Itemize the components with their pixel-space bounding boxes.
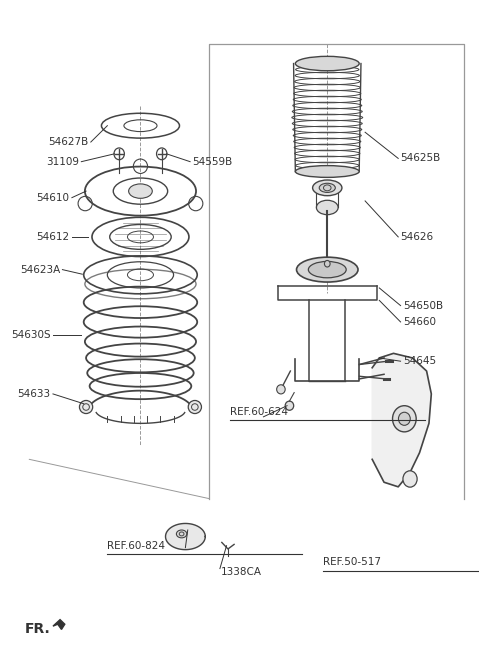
Text: 54660: 54660 bbox=[403, 317, 436, 327]
Ellipse shape bbox=[403, 471, 417, 487]
Text: 1338CA: 1338CA bbox=[221, 567, 262, 577]
Text: 54645: 54645 bbox=[403, 356, 436, 366]
Text: REF.60-824: REF.60-824 bbox=[108, 541, 165, 551]
Ellipse shape bbox=[177, 530, 187, 538]
Ellipse shape bbox=[324, 260, 330, 267]
Ellipse shape bbox=[316, 200, 338, 215]
Text: REF.60-624: REF.60-624 bbox=[230, 407, 288, 417]
Ellipse shape bbox=[285, 401, 294, 410]
Ellipse shape bbox=[308, 261, 346, 278]
Ellipse shape bbox=[393, 406, 416, 432]
Text: 31109: 31109 bbox=[46, 156, 79, 167]
Text: 54627B: 54627B bbox=[48, 137, 88, 147]
Text: 54650B: 54650B bbox=[403, 301, 443, 311]
Text: REF.50-517: REF.50-517 bbox=[323, 557, 381, 567]
Text: FR.: FR. bbox=[24, 622, 50, 637]
Text: 54625B: 54625B bbox=[401, 153, 441, 164]
Ellipse shape bbox=[188, 401, 202, 413]
Ellipse shape bbox=[312, 180, 342, 196]
Ellipse shape bbox=[129, 184, 152, 198]
Polygon shape bbox=[372, 353, 432, 487]
Ellipse shape bbox=[319, 183, 336, 193]
Text: 54612: 54612 bbox=[36, 232, 70, 242]
Text: 54633: 54633 bbox=[17, 389, 50, 399]
Text: 54626: 54626 bbox=[401, 232, 434, 242]
Text: 54630S: 54630S bbox=[11, 330, 50, 340]
Ellipse shape bbox=[276, 385, 285, 394]
Ellipse shape bbox=[295, 166, 359, 177]
Ellipse shape bbox=[295, 57, 359, 71]
Text: 54559B: 54559B bbox=[192, 156, 233, 167]
Polygon shape bbox=[166, 524, 205, 550]
Text: 54623A: 54623A bbox=[20, 265, 60, 275]
Ellipse shape bbox=[80, 401, 93, 413]
Polygon shape bbox=[53, 620, 65, 629]
Ellipse shape bbox=[398, 412, 410, 425]
Text: 54610: 54610 bbox=[36, 193, 70, 202]
Ellipse shape bbox=[297, 257, 358, 282]
